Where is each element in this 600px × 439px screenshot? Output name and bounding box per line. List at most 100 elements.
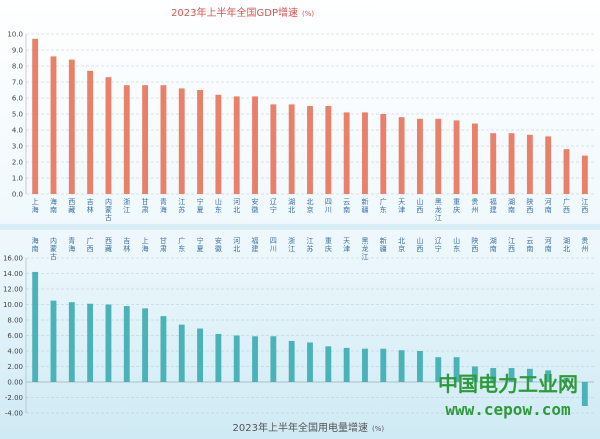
y-tick-label: 6.00 [7,332,23,340]
x-tick-label: 北京 [398,237,405,253]
bar-湖北 [563,378,570,382]
x-tick-label: 甘肃 [160,236,167,253]
x-tick-label: 青海 [68,236,75,253]
x-tick-label: 青海 [160,197,167,214]
bar-广西 [563,149,570,194]
x-tick-label: 贵州 [471,197,478,214]
bar-安徽 [215,333,222,382]
x-tick-label: 广西 [563,197,570,214]
bar-新疆 [380,348,387,382]
bar-江苏 [307,342,313,382]
bar-山东 [453,357,460,382]
y-tick-label: 7.0 [12,79,23,87]
x-tick-label: 海南 [32,236,39,253]
x-tick-label: 广东 [178,236,185,253]
watermark: 中国电力工业网 www.cepow.com [438,372,578,419]
x-tick-label: 西藏 [105,237,112,253]
bar-四川 [325,106,332,194]
bar-浙江 [288,340,295,382]
bar-内蒙古 [105,77,112,194]
x-tick-label: 吉林 [123,237,130,253]
electricity-chart: -4.00 -2.00 0.00 2.00 4.00 6.00 8.00 10.00 12.00… [3,236,594,434]
x-tick-label: 陕西 [471,236,478,253]
y-tick-label: 10.00 [3,301,23,309]
y-tick-label: 4.00 [7,348,23,356]
y-tick-label: 9.0 [12,47,23,55]
x-tick-label: 重庆 [453,198,460,214]
y-tick-label: -4.00 [5,410,23,418]
x-tick-label: 天津 [398,198,405,214]
bar-西藏 [105,304,112,382]
bar-天津 [398,117,405,194]
bar-吉林 [123,306,130,382]
y-tick-label: 8.0 [12,63,23,71]
bar-宁夏 [197,328,203,382]
x-tick-label: 上海 [142,236,149,253]
x-tick-label: 浙江 [288,236,295,253]
x-tick-label: 四川 [270,237,277,253]
x-tick-label: 贵州 [581,236,588,253]
y-tick-label: 14.00 [3,270,23,278]
x-tick-label: 安徽 [215,236,222,253]
x-tick-label: 四川 [325,198,332,214]
gdp-chart-unit: (%) [302,10,314,18]
bar-河北 [233,96,240,194]
y-tick-label: 10.0 [7,31,23,39]
bar-河北 [233,335,240,382]
x-tick-label: 新疆 [361,197,368,214]
x-tick-label: 陕西 [526,197,533,214]
x-tick-label: 辽宁 [435,237,442,253]
bar-青海 [68,302,75,382]
y-tick-label: 2.00 [7,363,23,371]
bar-陕西 [526,134,533,194]
x-tick-label: 江苏 [178,198,185,214]
bar-上海 [142,308,149,382]
bar-甘肃 [142,85,149,194]
x-tick-label: 西藏 [68,198,75,214]
x-tick-label: 内蒙古 [50,236,57,261]
x-tick-label: 宁夏 [197,236,204,253]
bar-河南 [545,136,552,194]
bar-云南 [526,368,533,382]
x-tick-label: 山西 [416,197,423,214]
bar-青海 [160,85,167,194]
bar-海南 [50,56,57,195]
bar-山西 [417,118,423,194]
y-tick-label: 5.0 [12,111,23,119]
gdp-chart: 2023年上半年全国GDP增速 (%) 0.0 1.0 2.0 3.0 4.0 5.0 6.… [7,6,594,222]
x-tick-label: 云南 [526,237,533,253]
bar-广东 [178,324,185,382]
bar-江西 [581,155,588,194]
x-tick-label: 河北 [233,237,240,253]
y-tick-label: -2.00 [5,394,23,402]
x-tick-label: 吉林 [87,198,94,214]
bar-甘肃 [160,316,167,382]
x-tick-label: 天津 [343,237,350,253]
x-tick-label: 内蒙古 [105,197,112,222]
x-tick-label: 江西 [508,237,515,253]
y-tick-label: 6.0 [12,95,23,103]
x-tick-label: 江苏 [307,237,314,253]
bar-江西 [508,368,515,382]
x-tick-label: 福建 [252,236,259,253]
bar-山东 [215,94,222,194]
y-tick-label: 8.00 [7,317,23,325]
bar-宁夏 [197,90,203,194]
bar-上海 [32,38,39,194]
bar-黑龙江 [362,348,368,382]
x-tick-label: 宁夏 [197,197,204,214]
bar-广东 [380,114,387,194]
y-tick-label: 0.00 [7,379,23,387]
bar-陕西 [471,366,478,382]
bar-湖北 [288,104,295,194]
gdp-chart-title: 2023年上半年全国GDP增速 [171,6,298,19]
y-tick-label: 16.00 [3,255,23,263]
bar-四川 [270,336,277,382]
x-tick-label: 广西 [87,236,94,253]
x-tick-label: 湖北 [288,197,295,214]
x-tick-label: 云南 [343,198,350,214]
x-tick-label: 海南 [50,197,57,214]
bar-黑龙江 [435,118,442,194]
bar-辽宁 [270,104,277,194]
